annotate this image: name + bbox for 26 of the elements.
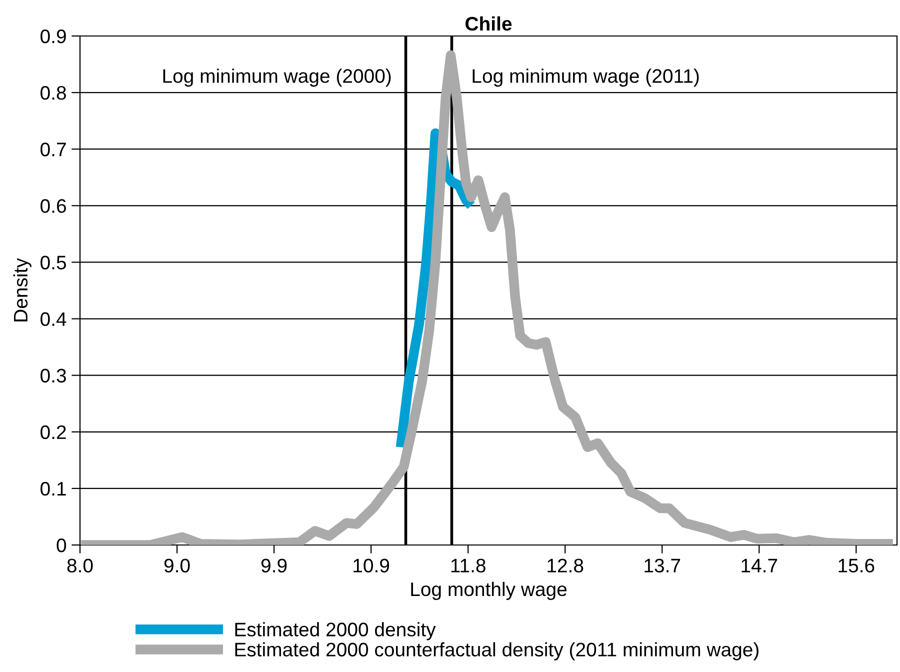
y-tick-label: 0.7 bbox=[40, 142, 66, 156]
y-tick-label: 0.5 bbox=[40, 256, 66, 270]
legend-label: Estimated 2000 counterfactual density (2011 minimum wage) bbox=[235, 642, 758, 660]
y-tick-label: 0.6 bbox=[40, 199, 66, 213]
y-tick-label: 0 bbox=[56, 538, 66, 552]
x-axis-title: Log monthly wage bbox=[411, 582, 567, 600]
y-tick-label: 0.3 bbox=[40, 368, 66, 383]
x-tick-label: 10.9 bbox=[354, 558, 390, 572]
x-tick-label: 11.8 bbox=[451, 558, 486, 572]
x-tick-label: 12.8 bbox=[548, 558, 584, 572]
y-axis-title: Density bbox=[13, 258, 32, 322]
y-tick-label: 0.1 bbox=[40, 482, 66, 496]
x-tick-label: 14.7 bbox=[742, 558, 778, 572]
ref-line-label: Log minimum wage (2011) bbox=[472, 68, 699, 87]
y-tick-label: 0.9 bbox=[40, 29, 66, 44]
y-tick-label: 0.2 bbox=[40, 425, 66, 440]
x-tick-label: 8.0 bbox=[67, 558, 93, 572]
x-tick-label: 9.0 bbox=[164, 558, 190, 572]
ref-line-label: Log minimum wage (2000) bbox=[163, 68, 391, 87]
x-tick-label: 13.7 bbox=[644, 558, 680, 572]
x-tick-label: 9.9 bbox=[261, 558, 287, 572]
y-tick-label: 0.8 bbox=[40, 86, 66, 100]
chart-title: Chile bbox=[466, 16, 512, 31]
y-tick-label: 0.4 bbox=[40, 312, 66, 326]
x-tick-label: 15.6 bbox=[838, 558, 874, 572]
legend-label: Estimated 2000 density bbox=[235, 622, 436, 640]
